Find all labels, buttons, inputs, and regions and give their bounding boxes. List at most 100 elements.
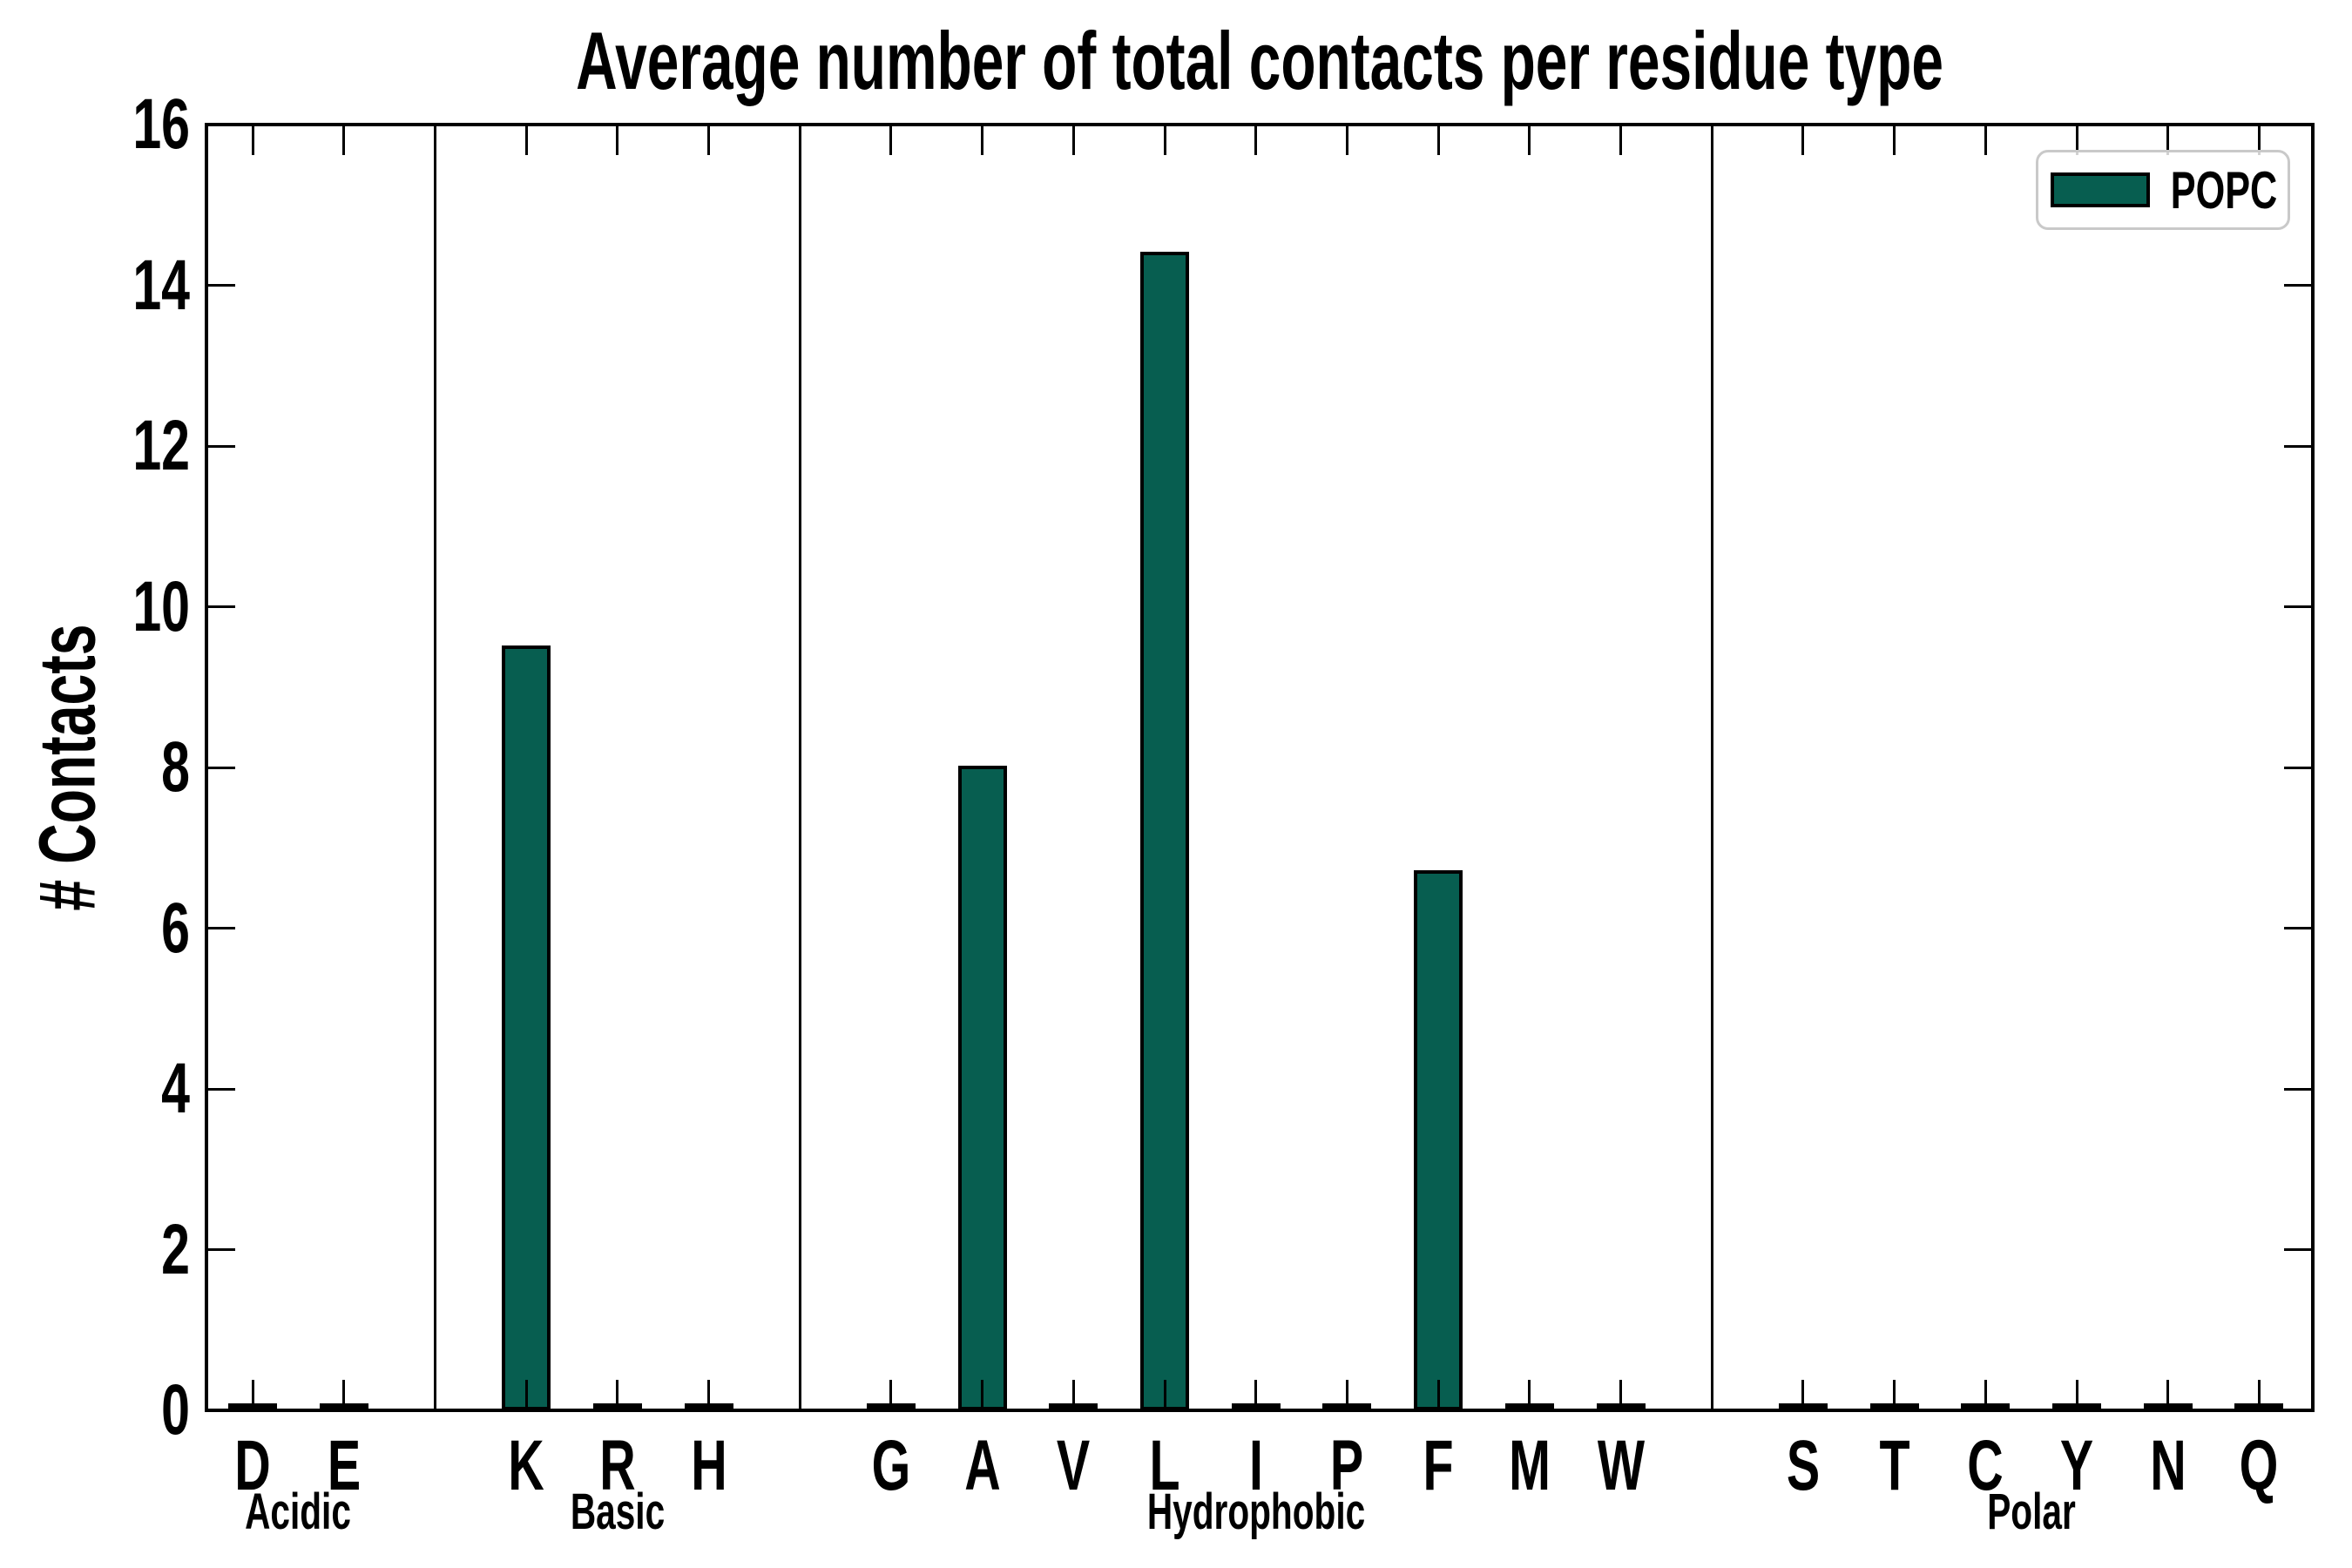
x-tick-label-L: L (1149, 1426, 1180, 1505)
x-tick-label-N: N (2149, 1426, 2186, 1505)
y-tick-right-6 (2284, 927, 2313, 929)
x-tick-bottom-F (1436, 1380, 1440, 1410)
y-tick-left-12 (206, 444, 235, 448)
group-separator (433, 125, 436, 1410)
y-tick-left-16 (206, 123, 235, 126)
y-tick-label-4: 4 (161, 1049, 190, 1128)
y-tick-label-10: 10 (132, 566, 190, 646)
x-tick-top-D (251, 125, 254, 155)
chart-title: Average number of total contacts per res… (576, 15, 1943, 106)
y-tick-left-0 (206, 1409, 235, 1412)
x-tick-bottom-W (1619, 1380, 1622, 1410)
y-tick-label-16: 16 (132, 84, 190, 164)
x-tick-label-F: F (1423, 1426, 1454, 1505)
x-tick-bottom-E (342, 1380, 346, 1410)
x-tick-bottom-Y (2075, 1380, 2078, 1410)
x-tick-top-F (1436, 125, 1440, 155)
x-tick-label-M: M (1508, 1426, 1551, 1505)
x-tick-top-C (1984, 125, 1987, 155)
x-tick-label-R: R (599, 1426, 636, 1505)
x-tick-top-V (1071, 125, 1075, 155)
y-tick-label-14: 14 (132, 245, 190, 325)
x-tick-label-G: G (871, 1426, 911, 1505)
y-tick-label-0: 0 (161, 1370, 190, 1450)
x-tick-top-W (1619, 125, 1622, 155)
x-tick-top-Y (2075, 125, 2078, 155)
x-tick-label-D: D (234, 1426, 271, 1505)
y-tick-right-12 (2284, 444, 2313, 448)
x-tick-label-C: C (1967, 1426, 2004, 1505)
x-tick-bottom-L (1163, 1380, 1166, 1410)
x-tick-label-H: H (690, 1426, 727, 1505)
group-label-hydrophobic: Hydrophobic (1146, 1484, 1365, 1540)
y-tick-left-14 (206, 284, 235, 287)
legend: POPC (2036, 150, 2290, 230)
x-tick-bottom-M (1528, 1380, 1531, 1410)
group-label-acidic: Acidic (245, 1484, 352, 1540)
group-separator (798, 125, 801, 1410)
x-tick-label-V: V (1057, 1426, 1091, 1505)
y-tick-right-0 (2284, 1409, 2313, 1412)
x-tick-bottom-P (1345, 1380, 1348, 1410)
x-tick-top-K (524, 125, 528, 155)
y-tick-label-6: 6 (161, 888, 190, 968)
y-tick-right-4 (2284, 1087, 2313, 1091)
x-tick-label-I: I (1248, 1426, 1263, 1505)
x-tick-bottom-Q (2257, 1380, 2261, 1410)
y-tick-right-8 (2284, 766, 2313, 769)
x-tick-top-E (342, 125, 346, 155)
y-tick-left-10 (206, 605, 235, 608)
x-tick-bottom-V (1071, 1380, 1075, 1410)
bar-K (502, 645, 551, 1410)
x-tick-top-M (1528, 125, 1531, 155)
x-tick-bottom-I (1254, 1380, 1258, 1410)
x-tick-bottom-G (889, 1380, 893, 1410)
x-tick-bottom-C (1984, 1380, 1987, 1410)
legend-swatch-popc (2051, 172, 2150, 207)
x-tick-label-E: E (327, 1426, 361, 1505)
x-tick-top-T (1893, 125, 1896, 155)
bar-L (1140, 251, 1189, 1410)
x-tick-bottom-R (616, 1380, 619, 1410)
y-tick-left-4 (206, 1087, 235, 1091)
x-tick-bottom-T (1893, 1380, 1896, 1410)
x-tick-top-L (1163, 125, 1166, 155)
bar-F (1414, 869, 1463, 1410)
y-tick-right-2 (2284, 1248, 2313, 1251)
y-tick-label-12: 12 (132, 406, 190, 485)
y-tick-left-2 (206, 1248, 235, 1251)
bar-A (957, 766, 1007, 1410)
group-separator (1710, 125, 1713, 1410)
group-label-polar: Polar (1986, 1484, 2076, 1540)
x-tick-bottom-K (524, 1380, 528, 1410)
x-tick-label-K: K (508, 1426, 544, 1505)
y-tick-left-8 (206, 766, 235, 769)
x-tick-top-S (1801, 125, 1805, 155)
x-tick-label-Q: Q (2240, 1426, 2279, 1505)
y-tick-left-6 (206, 927, 235, 929)
x-tick-top-N (2166, 125, 2170, 155)
x-tick-label-W: W (1597, 1426, 1645, 1505)
y-tick-right-16 (2284, 123, 2313, 126)
x-tick-label-A: A (963, 1426, 1001, 1505)
x-tick-bottom-N (2166, 1380, 2170, 1410)
x-tick-top-Q (2257, 125, 2261, 155)
y-tick-label-2: 2 (161, 1209, 190, 1289)
x-tick-label-T: T (1879, 1426, 1910, 1505)
x-tick-label-P: P (1330, 1426, 1364, 1505)
x-tick-top-G (889, 125, 893, 155)
x-tick-bottom-H (707, 1380, 710, 1410)
x-tick-bottom-D (251, 1380, 254, 1410)
x-tick-top-R (616, 125, 619, 155)
group-label-basic: Basic (570, 1484, 665, 1540)
x-tick-bottom-S (1801, 1380, 1805, 1410)
x-tick-top-H (707, 125, 710, 155)
y-tick-right-10 (2284, 605, 2313, 608)
x-tick-bottom-A (981, 1380, 984, 1410)
x-tick-label-Y: Y (2059, 1426, 2094, 1505)
legend-label-popc: POPC (2170, 160, 2278, 220)
x-tick-label-S: S (1786, 1426, 1821, 1505)
x-tick-top-A (981, 125, 984, 155)
x-tick-top-P (1345, 125, 1348, 155)
